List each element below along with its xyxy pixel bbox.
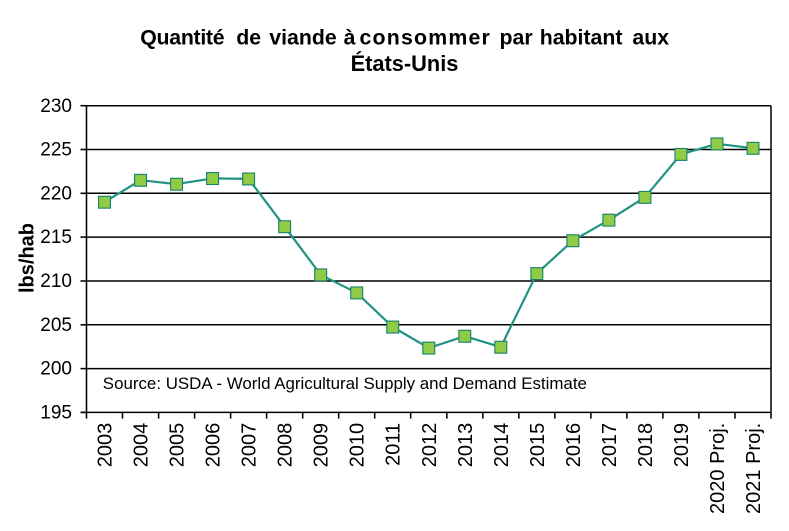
svg-text:Source: USDA - World Agricultu: Source: USDA - World Agricultural Supply…: [103, 374, 587, 393]
svg-text:2008: 2008: [275, 423, 297, 468]
svg-text:2019: 2019: [671, 423, 693, 468]
svg-text:225: 225: [40, 140, 72, 161]
svg-text:220: 220: [40, 183, 72, 204]
svg-text:2016: 2016: [563, 423, 585, 468]
svg-text:2009: 2009: [311, 423, 333, 468]
svg-text:200: 200: [40, 359, 72, 380]
svg-text:2004: 2004: [131, 423, 153, 468]
svg-text:205: 205: [40, 315, 72, 336]
svg-text:2021 Proj.: 2021 Proj.: [743, 423, 765, 514]
svg-text:2013: 2013: [455, 423, 477, 468]
svg-text:lbs/hab: lbs/hab: [17, 223, 39, 293]
svg-text:2018: 2018: [635, 423, 657, 468]
svg-text:2010: 2010: [347, 423, 369, 468]
svg-text:215: 215: [40, 227, 72, 248]
svg-text:2015: 2015: [527, 423, 549, 468]
svg-text:2007: 2007: [239, 423, 261, 468]
svg-text:2003: 2003: [95, 423, 117, 468]
svg-text:230: 230: [40, 96, 72, 117]
svg-text:2011: 2011: [383, 423, 405, 466]
svg-text:2017: 2017: [599, 423, 621, 468]
svg-text:2014: 2014: [491, 423, 513, 468]
svg-text:195: 195: [40, 403, 72, 424]
svg-text:210: 210: [40, 271, 72, 292]
svg-text:2006: 2006: [203, 423, 225, 468]
svg-text:2020 Proj.: 2020 Proj.: [707, 423, 729, 514]
svg-text:2005: 2005: [167, 423, 189, 468]
svg-text:2012: 2012: [419, 423, 441, 468]
svg-text:États-Unis: États-Unis: [351, 51, 459, 76]
